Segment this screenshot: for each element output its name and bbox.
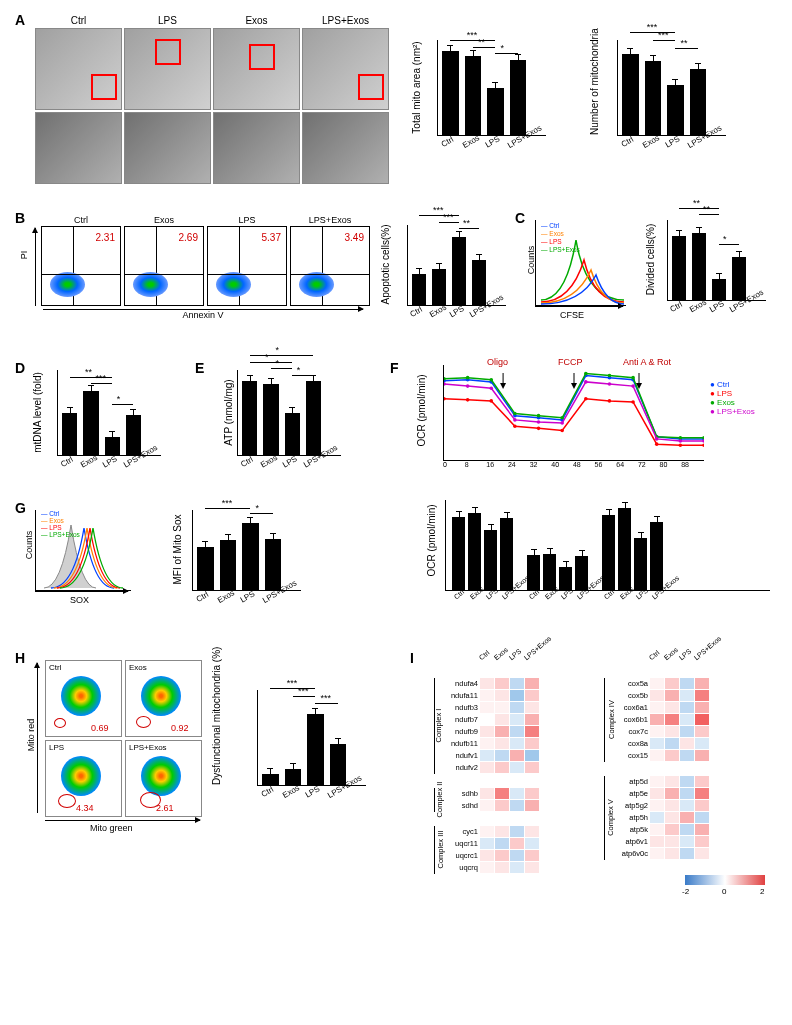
svg-point-28 (537, 414, 541, 418)
svg-point-41 (560, 421, 564, 425)
svg-point-26 (489, 378, 493, 382)
svg-point-44 (631, 384, 635, 388)
svg-point-27 (513, 412, 517, 416)
svg-marker-51 (571, 383, 577, 389)
svg-point-29 (560, 416, 564, 420)
svg-point-46 (679, 439, 683, 443)
svg-point-30 (584, 372, 588, 376)
svg-point-43 (608, 382, 612, 386)
svg-point-23 (702, 443, 704, 447)
svg-point-14 (489, 399, 493, 403)
svg-point-19 (608, 399, 612, 403)
svg-point-31 (608, 374, 612, 378)
svg-point-42 (584, 380, 588, 384)
svg-point-21 (655, 442, 659, 446)
svg-point-40 (537, 420, 541, 424)
svg-point-34 (679, 436, 683, 440)
svg-point-15 (513, 424, 517, 428)
svg-point-45 (655, 437, 659, 441)
svg-point-39 (513, 418, 517, 422)
svg-point-38 (489, 386, 493, 390)
svg-point-18 (584, 397, 588, 401)
svg-point-12 (443, 397, 446, 401)
svg-point-25 (466, 376, 470, 380)
svg-point-32 (631, 376, 635, 380)
svg-marker-49 (500, 383, 506, 389)
svg-point-36 (443, 382, 446, 386)
svg-point-17 (560, 429, 564, 433)
svg-point-22 (679, 443, 683, 447)
svg-point-37 (466, 384, 470, 388)
svg-point-16 (537, 427, 541, 431)
svg-point-13 (466, 398, 470, 402)
svg-point-20 (631, 400, 635, 404)
